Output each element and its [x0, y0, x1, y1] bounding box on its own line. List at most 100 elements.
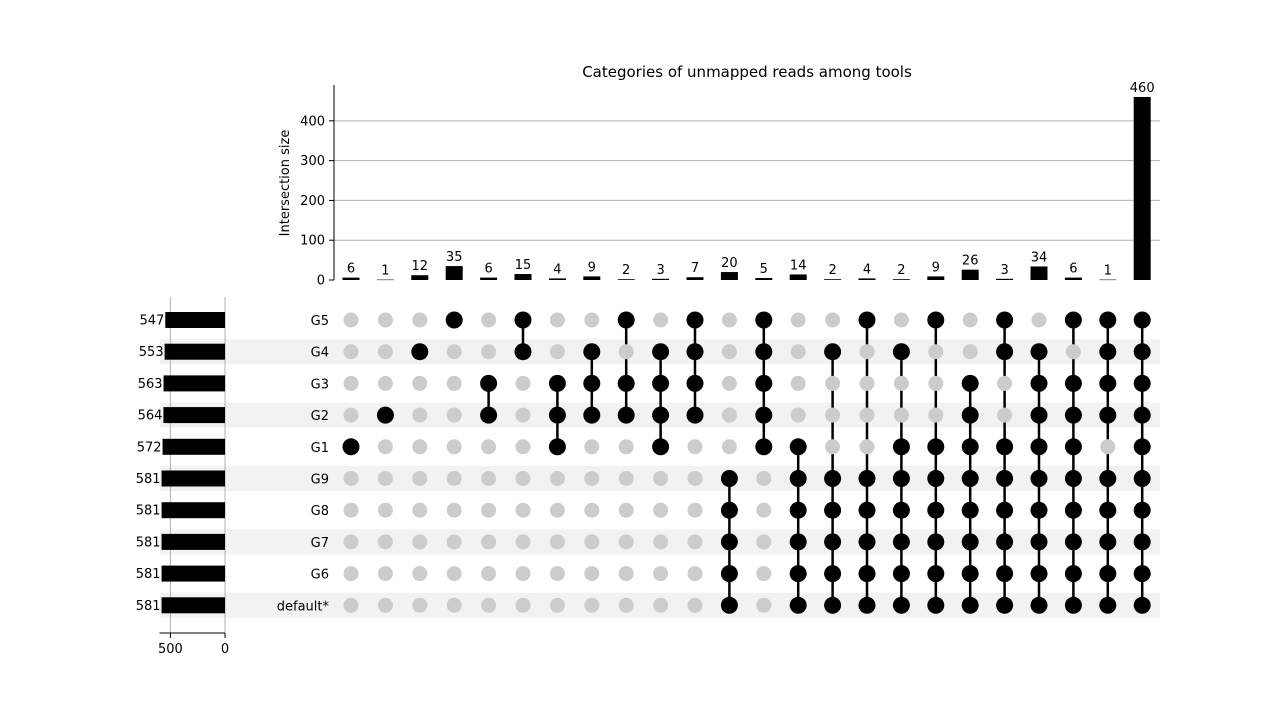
membership-dot-inactive-8-G1: [584, 439, 600, 455]
membership-dot-inactive-6-G6: [515, 566, 531, 582]
membership-dot-inactive-12-G4: [721, 344, 737, 360]
intersection-bar-17: [892, 279, 910, 280]
bar-value-label-4: 35: [446, 250, 463, 265]
membership-dot-inactive-7-G6: [549, 566, 565, 582]
membership-dot-active-23-default*: [1099, 596, 1117, 614]
membership-dot-inactive-3-G8: [412, 502, 428, 518]
membership-dot-active-15-G6: [824, 565, 842, 583]
set-size-bar-G5: [165, 312, 225, 328]
set-size-bar-G3: [163, 375, 225, 392]
membership-dot-active-21-G4: [1030, 343, 1048, 361]
set-name-G8: G8: [311, 504, 329, 519]
bar-value-label-3: 12: [412, 259, 429, 274]
membership-dot-inactive-7-G9: [549, 471, 565, 486]
intersection-bar-15: [824, 279, 842, 280]
membership-dot-active-20-G9: [996, 470, 1014, 487]
membership-dot-inactive-4-G6: [446, 566, 462, 582]
membership-dot-active-14-G1: [789, 438, 807, 456]
membership-dot-inactive-1-G9: [343, 471, 359, 486]
set-size-bar-default*: [161, 597, 225, 614]
axes: 0 100 200 300 400: [300, 85, 335, 289]
membership-dot-active-18-G9: [927, 470, 945, 487]
membership-dot-inactive-4-G3: [446, 375, 462, 391]
membership-dot-active-23-G7: [1099, 533, 1117, 551]
membership-dot-inactive-14-G3: [790, 375, 806, 391]
membership-dot-active-22-G3: [1064, 374, 1082, 392]
membership-dot-inactive-14-G5: [790, 312, 806, 328]
membership-dot-active-22-G6: [1064, 565, 1082, 583]
membership-dot-active-17-G8: [892, 501, 910, 519]
y-tick-label-400: 400: [300, 114, 325, 129]
membership-dot-active-22-G8: [1064, 501, 1082, 519]
membership-dot-inactive-8-default*: [584, 597, 600, 613]
membership-dot-active-19-G7: [961, 533, 979, 551]
set-size-label-G7: 581: [136, 535, 161, 550]
membership-dot-active-15-default*: [824, 596, 842, 614]
membership-dot-active-15-G7: [824, 533, 842, 551]
membership-dot-inactive-6-G3: [515, 375, 531, 391]
membership-dot-inactive-4-G2: [446, 407, 462, 423]
set-size-label-G5: 547: [139, 314, 164, 329]
bar-value-label-10: 3: [656, 263, 664, 278]
membership-dot-active-18-G1: [927, 438, 945, 456]
membership-dot-active-19-G8: [961, 501, 979, 519]
membership-dot-active-12-G9: [720, 470, 738, 487]
membership-dot-active-21-G6: [1030, 565, 1048, 583]
membership-dot-active-5-G3: [480, 374, 498, 392]
membership-dot-active-17-G7: [892, 533, 910, 551]
membership-dot-active-13-G4: [755, 343, 773, 361]
set-size-label-G9: 581: [136, 472, 161, 487]
membership-dot-active-8-G3: [583, 374, 601, 392]
intersection-bar-20: [996, 278, 1014, 280]
bar-value-label-18: 9: [932, 260, 940, 275]
membership-dot-active-24-G8: [1133, 501, 1151, 519]
membership-dot-active-23-G3: [1099, 374, 1117, 392]
membership-dot-active-21-G2: [1030, 406, 1048, 424]
intersection-bar-24: [1133, 96, 1151, 280]
membership-dot-inactive-11-G6: [687, 566, 703, 582]
membership-dot-inactive-1-G5: [343, 312, 359, 328]
membership-dot-inactive-7-G4: [549, 344, 565, 360]
membership-dot-inactive-10-G9: [653, 471, 669, 486]
set-size-tick-label-500: 500: [158, 642, 183, 657]
membership-dot-active-20-G4: [996, 343, 1014, 361]
membership-dot-inactive-5-G9: [481, 471, 497, 486]
membership-dot-inactive-10-G6: [653, 566, 669, 582]
membership-dot-inactive-16-G2: [859, 407, 875, 423]
membership-dot-inactive-4-default*: [446, 597, 462, 613]
set-name-G4: G4: [311, 346, 329, 361]
bar-value-label-16: 4: [863, 262, 871, 277]
membership-dot-inactive-14-G2: [790, 407, 806, 423]
bar-value-label-1: 6: [347, 262, 355, 277]
membership-dot-inactive-5-G5: [481, 312, 497, 328]
membership-dot-inactive-10-G8: [653, 502, 669, 518]
membership-dot-inactive-2-G6: [377, 566, 393, 582]
intersection-bar-13: [755, 278, 773, 280]
membership-dot-inactive-17-G3: [893, 375, 909, 391]
membership-dot-active-24-G7: [1133, 533, 1151, 551]
membership-dot-active-13-G1: [755, 438, 773, 456]
intersection-bar-1: [342, 277, 360, 280]
membership-dot-inactive-19-G5: [962, 312, 978, 328]
membership-dot-active-11-G5: [686, 311, 704, 329]
membership-dot-inactive-15-G1: [825, 439, 841, 455]
set-size-label-G3: 563: [138, 377, 163, 392]
membership-dot-active-20-G1: [996, 438, 1014, 456]
membership-dot-inactive-2-G7: [377, 534, 393, 550]
membership-dot-active-6-G5: [514, 311, 532, 329]
membership-dot-active-17-G9: [892, 470, 910, 487]
membership-dot-inactive-20-G3: [997, 375, 1013, 391]
membership-dot-active-17-default*: [892, 596, 910, 614]
bar-value-label-2: 1: [381, 264, 389, 279]
membership-dot-active-9-G2: [617, 406, 635, 424]
bar-value-label-22: 6: [1069, 262, 1077, 277]
membership-dot-inactive-8-G8: [584, 502, 600, 518]
membership-dot-inactive-17-G2: [893, 407, 909, 423]
membership-dot-active-13-G5: [755, 311, 773, 329]
bar-value-label-6: 15: [515, 258, 532, 273]
y-tick-label-200: 200: [300, 194, 325, 209]
set-size-bar-G8: [161, 502, 225, 519]
membership-dot-inactive-3-G7: [412, 534, 428, 550]
set-name-G1: G1: [311, 441, 329, 456]
